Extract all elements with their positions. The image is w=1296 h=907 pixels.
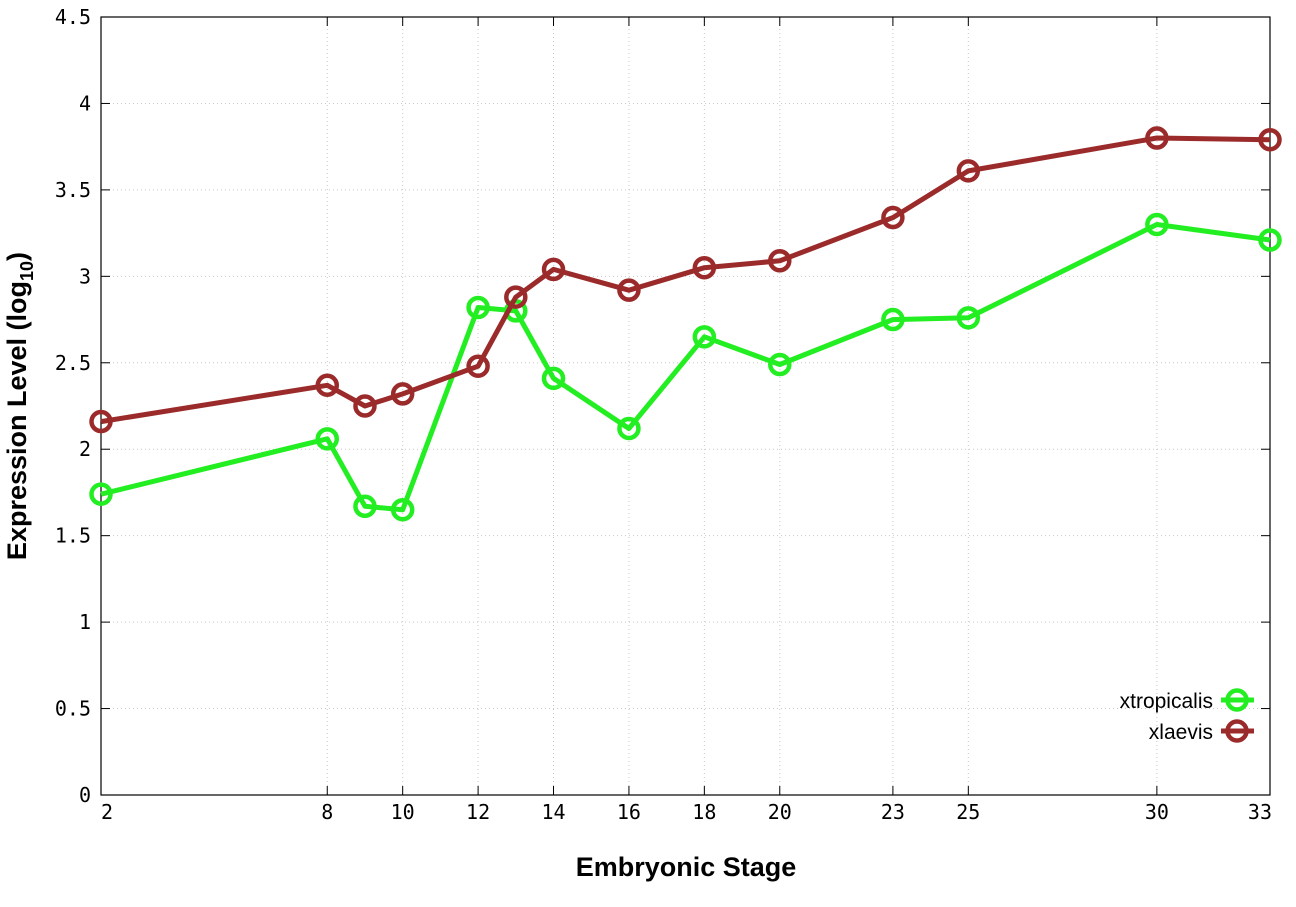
legend-label-xlaevis: xlaevis: [1149, 721, 1213, 744]
y-tick-label: 0.5: [55, 697, 91, 721]
data-point-xtropicalis: [89, 482, 113, 506]
y-tick-label: 1: [79, 610, 91, 634]
y-axis-title-close: ): [2, 252, 32, 261]
data-point-xtropicalis: [768, 352, 792, 377]
y-tick-label: 3.5: [55, 178, 91, 202]
data-point-xtropicalis: [881, 307, 905, 332]
legend-swatch-marker: [1225, 719, 1249, 743]
series-line-xtropicalis: [100, 222, 1271, 513]
data-point-xtropicalis: [315, 427, 340, 451]
y-axis-title-main: Expression Level (log: [2, 281, 32, 560]
data-point-xtropicalis: [541, 366, 566, 391]
x-tick-label: 2: [101, 800, 113, 824]
data-point-xlaevis: [89, 409, 113, 434]
x-tick-label: 18: [692, 800, 716, 824]
data-point-xlaevis: [315, 373, 340, 398]
y-tick-label: 3: [79, 264, 91, 288]
y-tick-label: 1.5: [55, 524, 91, 548]
data-point-xtropicalis: [692, 325, 717, 349]
legend-swatch-marker: [1225, 688, 1249, 712]
data-point-xlaevis: [617, 278, 641, 302]
y-tick-label: 0: [79, 783, 91, 807]
series-line-xlaevis: [100, 135, 1271, 425]
legend-label-xtropicalis: xtropicalis: [1120, 690, 1213, 713]
data-point-xlaevis: [541, 257, 566, 282]
axis-ticks: 0 0.5 1 1.5 2 2.5 3 3.5 4 4.5 2 8 10 12 14 16 18 20 23 25 30…: [55, 5, 1272, 824]
data-point-xlaevis: [466, 354, 490, 378]
y-tick-label: 2.5: [55, 351, 91, 375]
x-tick-label: 20: [768, 800, 792, 824]
x-tick-label: 33: [1248, 800, 1272, 824]
data-point-xlaevis: [692, 255, 717, 280]
data-point-xlaevis: [390, 382, 415, 406]
x-tick-label: 30: [1145, 800, 1169, 824]
legend: xtropicalis xlaevis: [1120, 688, 1254, 744]
data-point-xlaevis: [1145, 126, 1169, 150]
grid-lines: [101, 17, 1270, 795]
data-point-xlaevis: [1258, 128, 1282, 152]
series-layer: [89, 126, 1282, 522]
x-tick-label: 23: [881, 800, 905, 824]
y-axis-title: Expression Level (log10): [2, 252, 37, 560]
data-point-xtropicalis: [353, 494, 377, 519]
data-point-xtropicalis: [1258, 228, 1282, 252]
data-point-xlaevis: [881, 205, 905, 230]
data-point-xlaevis: [956, 159, 981, 183]
data-point-xtropicalis: [466, 295, 490, 320]
data-point-xtropicalis: [617, 416, 641, 441]
x-tick-label: 16: [617, 800, 641, 824]
data-point-xtropicalis: [390, 497, 415, 522]
data-point-xtropicalis: [1145, 212, 1169, 237]
data-point-xlaevis: [353, 394, 377, 418]
x-tick-label: 12: [466, 800, 490, 824]
data-point-xlaevis: [504, 285, 528, 309]
x-tick-label: 10: [391, 800, 415, 824]
y-tick-label: 4.5: [55, 5, 91, 29]
data-point-xlaevis: [768, 249, 792, 273]
x-tick-label: 8: [321, 800, 333, 824]
x-tick-label: 25: [956, 800, 980, 824]
y-axis-title-subscript: 10: [17, 261, 37, 281]
x-tick-label: 14: [541, 800, 565, 824]
y-tick-label: 4: [79, 91, 91, 115]
plot-frame: [100, 16, 1271, 796]
x-axis-title: Embryonic Stage: [576, 852, 797, 882]
y-tick-label: 2: [79, 437, 91, 461]
data-point-xtropicalis: [956, 306, 981, 330]
